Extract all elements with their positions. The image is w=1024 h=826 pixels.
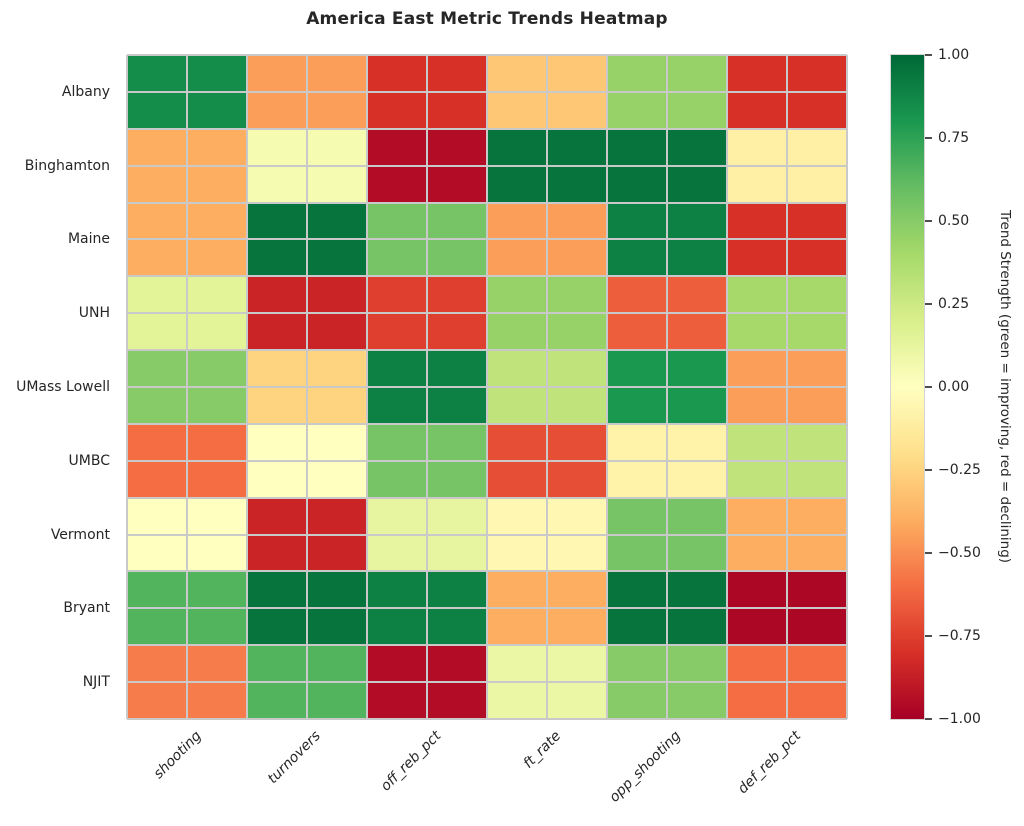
heatmap-cell	[247, 276, 367, 351]
heatmap-cell	[487, 645, 607, 719]
y-tick-label: Binghamton	[24, 157, 110, 174]
y-tick-label: UMass Lowell	[16, 379, 110, 395]
colorbar-tick-label: 0.25	[938, 296, 970, 312]
heatmap-cell	[247, 55, 367, 129]
heatmap-cell	[247, 645, 367, 719]
heatmap-cell	[727, 202, 847, 277]
x-tick-label: ft_rate	[520, 728, 565, 772]
heatmap-cell	[727, 276, 847, 351]
x-axis-labels: shooting turnovers off_reb_pct ft_rate opp_s…	[127, 726, 847, 826]
heatmap-cell	[247, 497, 367, 572]
heatmap-cell	[127, 645, 247, 719]
heatmap-cell	[367, 571, 487, 646]
heatmap-cell	[127, 55, 247, 129]
colorbar-ticks: 1.00 0.75 0.50 0.25 0.00 −0.25 −0.50 −0.75 −1.00	[924, 47, 1014, 727]
colorbar-tick-label: 0.00	[938, 379, 970, 395]
colorbar-tick-mark	[925, 718, 932, 720]
heatmap-cell	[487, 202, 607, 277]
y-axis-labels: Albany Binghamton Maine UNH UMass Lowell UMBC…	[0, 55, 119, 719]
heatmap-cell	[247, 571, 367, 646]
heatmap-cell	[127, 128, 247, 203]
x-tick-label: off_reb_pct	[377, 728, 445, 795]
heatmap-cell	[487, 128, 607, 203]
colorbar-tick-mark	[925, 635, 932, 637]
y-tick-label: Bryant	[63, 600, 110, 617]
heatmap-cell	[127, 497, 247, 572]
x-tick-label: opp_shooting	[606, 728, 685, 806]
heatmap-cell	[367, 497, 487, 572]
heatmap-cell	[607, 571, 727, 646]
y-tick-label: Vermont	[50, 526, 110, 543]
colorbar-tick-label: −0.75	[938, 628, 981, 644]
heatmap-cell	[607, 202, 727, 277]
colorbar-tick-mark	[925, 137, 932, 139]
heatmap-cell	[247, 423, 367, 498]
heatmap-cell	[367, 128, 487, 203]
heatmap-cell	[367, 350, 487, 424]
colorbar-tick-label: −0.50	[938, 545, 981, 561]
heatmap-cell	[607, 276, 727, 351]
heatmap-plot	[126, 54, 848, 720]
heatmap-cell	[487, 497, 607, 572]
heatmap-cell	[247, 128, 367, 203]
heatmap-cell	[727, 423, 847, 498]
colorbar-tick-mark	[925, 220, 932, 222]
heatmap-cell	[487, 55, 607, 129]
heatmap-cell	[607, 55, 727, 129]
colorbar-tick-label: 1.00	[938, 47, 970, 63]
heatmap-cell	[487, 276, 607, 351]
heatmap-cell	[727, 55, 847, 129]
heatmap-cell	[367, 423, 487, 498]
heatmap-cell	[607, 128, 727, 203]
colorbar-label: Trend Strength (green = improving, red =…	[997, 210, 1013, 564]
x-tick-label: shooting	[150, 728, 205, 783]
colorbar-tick-label: 0.75	[938, 130, 970, 146]
heatmap-cell	[367, 276, 487, 351]
heatmap-cell	[127, 202, 247, 277]
y-tick-label: UNH	[78, 305, 110, 322]
heatmap-cell	[607, 497, 727, 572]
heatmap-cells	[127, 55, 847, 719]
heatmap-cell	[367, 202, 487, 277]
heatmap-cell	[367, 55, 487, 129]
colorbar-gradient	[890, 54, 925, 720]
heatmap-cell	[727, 128, 847, 203]
heatmap-cell	[607, 350, 727, 424]
heatmap-cell	[487, 423, 607, 498]
heatmap-cell	[247, 350, 367, 424]
colorbar-tick-mark	[925, 469, 932, 471]
colorbar-tick-label: −0.25	[938, 462, 981, 478]
heatmap-cell	[727, 645, 847, 719]
x-tick-label: def_reb_pct	[735, 728, 805, 798]
heatmap-cell	[607, 645, 727, 719]
y-tick-label: UMBC	[68, 452, 110, 469]
colorbar-tick-mark	[925, 303, 932, 305]
heatmap-cell	[487, 571, 607, 646]
heatmap-cell	[727, 497, 847, 572]
heatmap-cell	[487, 350, 607, 424]
y-tick-label: Maine	[67, 231, 110, 248]
heatmap-cell	[247, 202, 367, 277]
heatmap-cell	[127, 423, 247, 498]
colorbar-tick-label: 0.50	[938, 213, 970, 229]
colorbar-tick-mark	[925, 552, 932, 554]
colorbar-tick-mark	[925, 54, 932, 56]
heatmap-cell	[127, 276, 247, 351]
chart-title: America East Metric Trends Heatmap	[306, 9, 668, 29]
y-tick-label: NJIT	[82, 674, 110, 691]
heatmap-cell	[367, 645, 487, 719]
heatmap-cell	[127, 350, 247, 424]
y-tick-label: Albany	[61, 83, 110, 100]
heatmap-cell	[607, 423, 727, 498]
colorbar-tick-label: −1.00	[938, 711, 981, 727]
heatmap-cell	[127, 571, 247, 646]
x-tick-label: turnovers	[265, 728, 325, 788]
heatmap-cell	[727, 571, 847, 646]
colorbar-tick-mark	[925, 386, 932, 388]
heatmap-cell	[727, 350, 847, 424]
